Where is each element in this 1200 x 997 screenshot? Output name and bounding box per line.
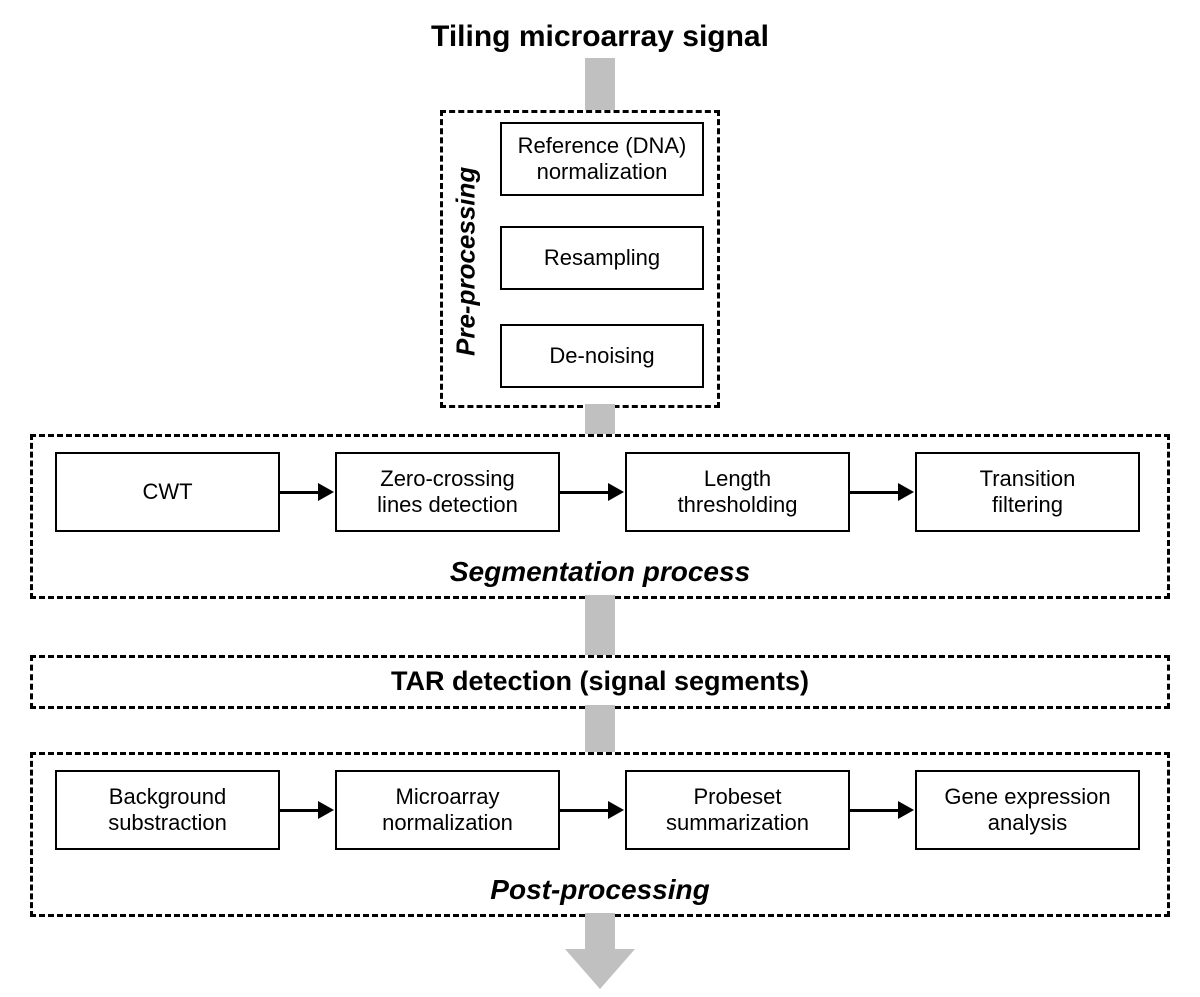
seg-arrow-2-line: [560, 491, 610, 494]
flow-arrow-4: [585, 705, 615, 756]
preprocessing-label-text: Pre-processing: [451, 166, 482, 355]
post-arrow-2-line: [560, 809, 610, 812]
title-text: Tiling microarray signal: [431, 20, 769, 53]
flow-arrow-5-stem: [585, 913, 615, 949]
flow-arrow-2: [585, 404, 615, 438]
postprocessing-label-text: Post-processing: [490, 874, 709, 905]
post-arrow-3-head: [898, 801, 914, 819]
box-background-subtraction: Backgroundsubstraction: [55, 770, 280, 850]
box-resampling-text: Resampling: [544, 245, 660, 271]
box-reference-normalization: Reference (DNA)normalization: [500, 122, 704, 196]
post-arrow-1-line: [280, 809, 320, 812]
box-cwt: CWT: [55, 452, 280, 532]
preprocessing-label: Pre-processing: [448, 126, 484, 396]
box-microarray-normalization: Microarraynormalization: [335, 770, 560, 850]
box-length-threshold-text: Lengththresholding: [678, 466, 798, 519]
box-length-threshold: Lengththresholding: [625, 452, 850, 532]
box-cwt-text: CWT: [142, 479, 192, 505]
post-arrow-1-head: [318, 801, 334, 819]
box-denoising: De-noising: [500, 324, 704, 388]
box-transition-filtering: Transitionfiltering: [915, 452, 1140, 532]
box-background-subtraction-text: Backgroundsubstraction: [108, 784, 227, 837]
box-zero-crossing: Zero-crossinglines detection: [335, 452, 560, 532]
tar-detection-label-text: TAR detection (signal segments): [391, 666, 809, 696]
seg-arrow-1-head: [318, 483, 334, 501]
seg-arrow-2-head: [608, 483, 624, 501]
box-reference-normalization-text: Reference (DNA)normalization: [518, 133, 687, 186]
box-resampling: Resampling: [500, 226, 704, 290]
segmentation-label-text: Segmentation process: [450, 556, 750, 587]
tar-detection-label: TAR detection (signal segments): [30, 666, 1170, 697]
box-zero-crossing-text: Zero-crossinglines detection: [377, 466, 518, 519]
flow-arrow-3: [585, 595, 615, 659]
flow-arrow-5-head: [565, 949, 635, 989]
seg-arrow-1-line: [280, 491, 320, 494]
diagram-title: Tiling microarray signal: [0, 20, 1200, 54]
seg-arrow-3-head: [898, 483, 914, 501]
box-probeset-summarization: Probesetsummarization: [625, 770, 850, 850]
postprocessing-label: Post-processing: [30, 874, 1170, 906]
post-arrow-2-head: [608, 801, 624, 819]
box-gene-expression-analysis: Gene expressionanalysis: [915, 770, 1140, 850]
segmentation-label: Segmentation process: [30, 556, 1170, 588]
box-microarray-normalization-text: Microarraynormalization: [382, 784, 513, 837]
box-probeset-summarization-text: Probesetsummarization: [666, 784, 809, 837]
box-denoising-text: De-noising: [549, 343, 654, 369]
seg-arrow-3-line: [850, 491, 900, 494]
box-gene-expression-analysis-text: Gene expressionanalysis: [944, 784, 1110, 837]
flow-arrow-1: [585, 58, 615, 114]
box-transition-filtering-text: Transitionfiltering: [980, 466, 1076, 519]
post-arrow-3-line: [850, 809, 900, 812]
